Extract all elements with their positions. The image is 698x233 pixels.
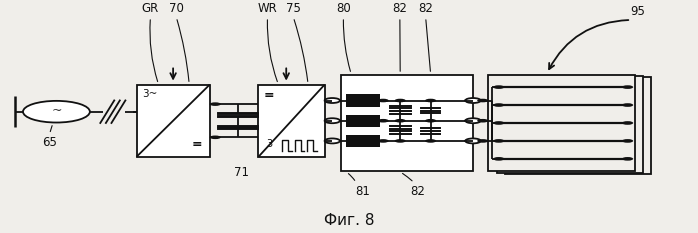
Circle shape — [464, 139, 475, 143]
Text: GR: GR — [142, 2, 159, 15]
Circle shape — [325, 138, 340, 143]
Circle shape — [493, 85, 505, 89]
Circle shape — [394, 99, 406, 102]
Circle shape — [378, 139, 389, 143]
Text: ~: ~ — [51, 105, 61, 117]
Circle shape — [466, 118, 481, 123]
Circle shape — [209, 102, 221, 106]
Circle shape — [394, 139, 406, 143]
Text: 3~: 3~ — [142, 89, 158, 99]
Bar — [137, 85, 209, 157]
Circle shape — [325, 98, 340, 103]
Circle shape — [466, 98, 481, 103]
Text: 3: 3 — [267, 139, 273, 149]
Circle shape — [493, 139, 505, 143]
Circle shape — [378, 99, 389, 102]
Text: 82: 82 — [418, 2, 433, 15]
Text: Фиг. 8: Фиг. 8 — [324, 213, 374, 228]
Text: 95: 95 — [631, 5, 646, 18]
Circle shape — [622, 139, 633, 143]
Circle shape — [622, 85, 633, 89]
Circle shape — [394, 119, 406, 123]
Text: 82: 82 — [410, 185, 425, 198]
Circle shape — [464, 119, 475, 123]
Circle shape — [622, 157, 633, 161]
Circle shape — [622, 103, 633, 107]
Bar — [497, 76, 643, 173]
Circle shape — [493, 103, 505, 107]
Circle shape — [425, 99, 436, 102]
Circle shape — [477, 139, 489, 143]
Text: 71: 71 — [234, 166, 248, 179]
Bar — [489, 75, 634, 171]
Circle shape — [425, 139, 436, 143]
Circle shape — [325, 118, 340, 123]
Bar — [346, 94, 380, 107]
Text: 65: 65 — [42, 136, 57, 149]
Circle shape — [425, 119, 436, 123]
Circle shape — [493, 157, 505, 161]
Circle shape — [378, 119, 389, 123]
Bar — [258, 85, 325, 157]
Text: 75: 75 — [286, 2, 301, 15]
Circle shape — [23, 101, 90, 123]
Circle shape — [477, 119, 489, 123]
Bar — [346, 135, 380, 147]
Text: 81: 81 — [355, 185, 371, 198]
Text: WR: WR — [258, 2, 277, 15]
Bar — [505, 77, 651, 174]
Text: =: = — [192, 138, 202, 151]
Circle shape — [464, 99, 475, 102]
Circle shape — [622, 121, 633, 125]
Bar — [341, 75, 473, 171]
Bar — [346, 114, 380, 127]
Circle shape — [477, 99, 489, 102]
Text: 82: 82 — [392, 2, 408, 15]
Circle shape — [466, 138, 481, 143]
Circle shape — [493, 121, 505, 125]
Circle shape — [209, 136, 221, 139]
Text: 80: 80 — [336, 2, 351, 15]
Text: =: = — [264, 89, 274, 102]
Text: 70: 70 — [169, 2, 184, 15]
